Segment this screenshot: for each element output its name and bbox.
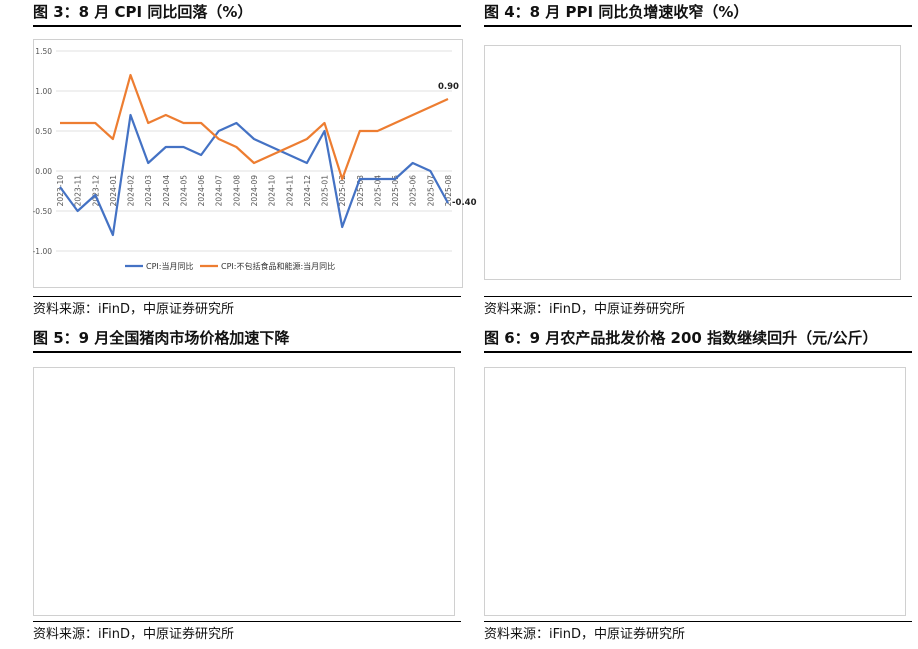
source-note: 资料来源：iFinD，中原证券研究所 [484,302,686,317]
source-rule [33,621,461,622]
title-rule [33,25,461,27]
x-tick-label: 2024-08 [232,175,241,207]
x-tick-label: 2024-09 [250,175,259,207]
x-tick-label: 2024-10 [268,175,277,207]
chart-title: 图 3：8 月 CPI 同比回落（%） [33,3,253,21]
source-note: 资料来源：iFinD，中原证券研究所 [484,627,686,642]
x-tick-label: 2025-04 [373,175,382,207]
title-rule [484,25,912,27]
chart-title: 图 4：8 月 PPI 同比负增速收窄（%） [484,3,749,21]
legend-label: CPI:当月同比 [146,261,193,271]
chart-frame [484,45,901,280]
x-tick-label: 2024-07 [215,175,224,207]
x-tick-label: 2025-03 [356,175,365,207]
x-tick-label: 2025-08 [444,175,453,207]
source-note: 资料来源：iFinD，中原证券研究所 [33,627,235,642]
source-rule [33,296,461,297]
legend-label: CPI:不包括食品和能源:当月同比 [221,261,335,271]
source-note: 资料来源：iFinD，中原证券研究所 [33,302,235,317]
title-rule [484,351,912,353]
data-label: -0.40 [452,198,477,208]
x-tick-label: 2025-01 [321,175,330,207]
x-tick-label: 2024-01 [109,175,118,207]
chart-title: 图 5：9 月全国猪肉市场价格加速下降 [33,329,290,347]
x-tick-label: 2024-11 [285,175,294,207]
x-tick-label: 2025-02 [338,175,347,207]
chart-title: 图 6：9 月农产品批发价格 200 指数继续回升（元/公斤） [484,329,878,347]
x-tick-label: 2023-12 [91,175,100,207]
chart-frame [33,39,463,288]
y-tick-label: 1.00 [35,87,52,96]
x-tick-label: 2025-06 [409,175,418,207]
x-tick-label: 2023-11 [74,175,83,207]
y-tick-label: -0.50 [33,207,53,216]
x-tick-label: 2024-02 [127,175,136,207]
x-tick-label: 2025-05 [391,175,400,207]
y-tick-label: -1.00 [33,247,53,256]
data-label: 0.90 [438,82,459,92]
x-tick-label: 2024-03 [144,175,153,207]
source-rule [484,621,912,622]
y-tick-label: 0.00 [35,167,52,176]
chart-frame [33,367,455,616]
x-tick-label: 2024-06 [197,175,206,207]
x-tick-label: 2024-12 [303,175,312,207]
x-tick-label: 2025-07 [426,175,435,207]
source-rule [484,296,912,297]
y-tick-label: 0.50 [35,127,52,136]
x-tick-label: 2023-10 [56,175,65,207]
y-tick-label: 1.50 [35,47,52,56]
chart-frame [484,367,906,616]
series-line-0 [59,113,449,237]
x-tick-label: 2024-05 [179,175,188,207]
chart-0-plot: 1.50 1.00 0.50 0.00 -0.50 -1.00 2023-10 2023-11… [33,47,477,271]
x-tick-label: 2024-04 [162,175,171,207]
title-rule [33,351,461,353]
